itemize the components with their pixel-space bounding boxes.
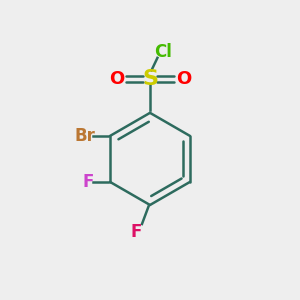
Text: O: O — [176, 70, 191, 88]
Text: F: F — [83, 173, 94, 191]
Text: O: O — [109, 70, 124, 88]
Text: F: F — [130, 223, 142, 241]
Text: Cl: Cl — [154, 43, 172, 61]
Text: Br: Br — [75, 127, 96, 145]
Text: S: S — [142, 69, 158, 89]
